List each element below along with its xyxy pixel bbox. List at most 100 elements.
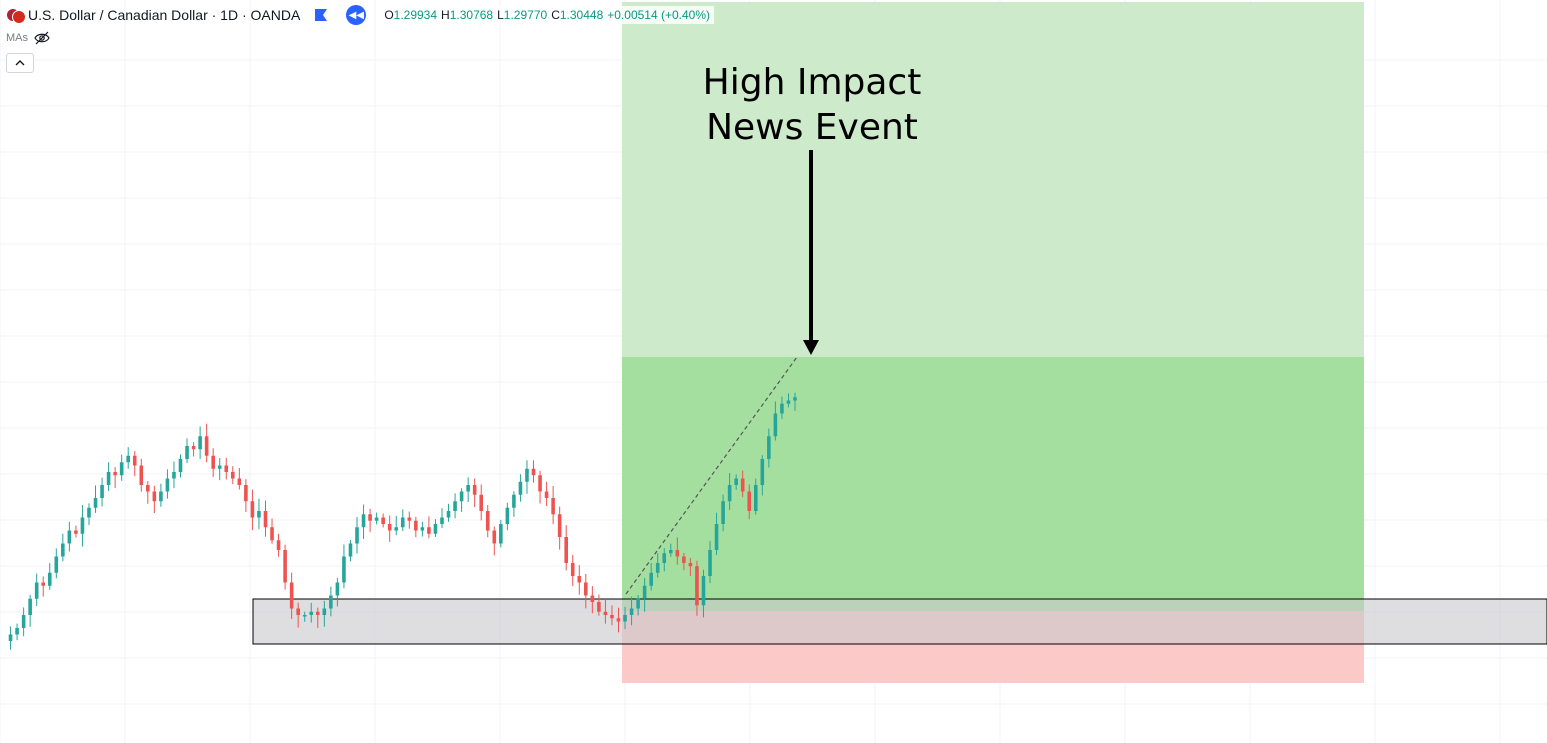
candle-body xyxy=(394,527,399,531)
candle-body xyxy=(270,527,274,541)
candle-body xyxy=(113,472,117,476)
candle-body xyxy=(747,491,752,511)
ohlc-readout: O1.29934 H1.30768 L1.29770 C1.30448 +0.0… xyxy=(380,6,714,24)
candle-body xyxy=(400,517,405,528)
candle-body xyxy=(727,485,732,502)
candle-body xyxy=(525,468,529,482)
candle-body xyxy=(440,517,444,524)
change-value: +0.00514 (+0.40%) xyxy=(607,8,710,22)
candle-body xyxy=(100,485,104,498)
candle-body xyxy=(597,602,601,612)
candle-body xyxy=(499,524,503,544)
candle-body xyxy=(263,511,268,528)
candle-body xyxy=(466,485,470,492)
eye-hidden-icon[interactable] xyxy=(34,31,50,45)
candle-body xyxy=(67,530,72,544)
candle-body xyxy=(74,530,78,534)
support-zone[interactable] xyxy=(252,598,1547,645)
candle-body xyxy=(675,550,680,557)
candle-body xyxy=(544,491,549,498)
candle-body xyxy=(257,511,261,518)
candle-body xyxy=(54,556,59,573)
flag-marker-icon[interactable] xyxy=(314,8,328,22)
candle-body xyxy=(753,485,758,511)
candle-body xyxy=(420,527,425,531)
collapse-legend-button[interactable] xyxy=(6,53,34,73)
replay-icon[interactable]: ◀◀ xyxy=(346,5,367,25)
candle-body xyxy=(453,501,457,511)
candle-body xyxy=(80,517,85,534)
candle-body xyxy=(315,611,320,615)
candle-body xyxy=(538,475,542,492)
candle-body xyxy=(780,403,784,414)
symbol-title[interactable]: U.S. Dollar / Canadian Dollar · 1D · OAN… xyxy=(28,7,301,23)
candle-body xyxy=(505,507,510,524)
candle-body xyxy=(21,615,26,628)
candle-body xyxy=(302,615,307,617)
candle-body xyxy=(224,465,229,472)
candle-body xyxy=(407,517,412,521)
indicator-label[interactable]: MAs xyxy=(6,32,28,44)
candle-body xyxy=(211,455,215,469)
candle-body xyxy=(551,498,555,515)
candle-body xyxy=(557,514,562,537)
take-profit-zone[interactable] xyxy=(622,357,1364,611)
candle-body xyxy=(433,524,438,534)
candle-body xyxy=(244,485,248,502)
annotation-line-1: High Impact xyxy=(702,62,922,103)
candle-body xyxy=(165,478,170,492)
candle-body xyxy=(335,582,340,596)
candle-body xyxy=(119,462,124,476)
candle-body xyxy=(289,582,294,609)
chevron-up-icon xyxy=(15,60,25,66)
candle-body xyxy=(185,446,189,459)
candle-body xyxy=(178,459,183,472)
candle-body xyxy=(132,455,137,466)
news-event-annotation[interactable]: High Impact News Event xyxy=(660,60,964,150)
candle-body xyxy=(492,530,497,544)
candle-body xyxy=(348,543,353,557)
candle-body xyxy=(152,491,157,502)
candle-body xyxy=(668,550,673,554)
candle-body xyxy=(41,582,46,586)
candle-body xyxy=(472,485,477,495)
candle-body xyxy=(446,511,451,518)
candle-body xyxy=(662,553,667,563)
candle-body xyxy=(126,455,131,463)
candle-body xyxy=(34,582,39,599)
candle-body xyxy=(204,436,209,456)
candle-body xyxy=(531,468,536,476)
candle-body xyxy=(139,465,144,485)
candle-body xyxy=(642,585,647,599)
candle-body xyxy=(106,472,111,485)
candle-body xyxy=(276,540,281,550)
candle-body xyxy=(714,524,719,550)
take-profit-zone-upper[interactable] xyxy=(622,2,1364,357)
candle-body xyxy=(217,465,222,469)
candle-body xyxy=(368,514,372,521)
candle-body xyxy=(93,498,98,508)
candle-body xyxy=(649,572,653,586)
candle-body xyxy=(570,563,575,576)
candle-body xyxy=(146,485,150,492)
candle-body xyxy=(8,634,13,641)
candle-body xyxy=(47,572,52,586)
candle-body xyxy=(793,397,797,401)
candle-body xyxy=(361,514,366,528)
candle-body xyxy=(283,550,287,583)
candle-body xyxy=(309,611,314,615)
candle-body xyxy=(584,582,588,596)
candle-body xyxy=(655,563,660,573)
candle-body xyxy=(87,507,91,518)
candle-body xyxy=(237,478,242,485)
candle-body xyxy=(427,527,431,534)
candle-body xyxy=(231,472,235,479)
candle-body xyxy=(590,595,595,602)
candle-body xyxy=(61,543,65,557)
candle-body xyxy=(191,446,196,450)
candle-body xyxy=(479,494,484,511)
candle-body xyxy=(355,527,359,544)
candle-body xyxy=(603,611,608,615)
candle-body xyxy=(629,608,634,615)
